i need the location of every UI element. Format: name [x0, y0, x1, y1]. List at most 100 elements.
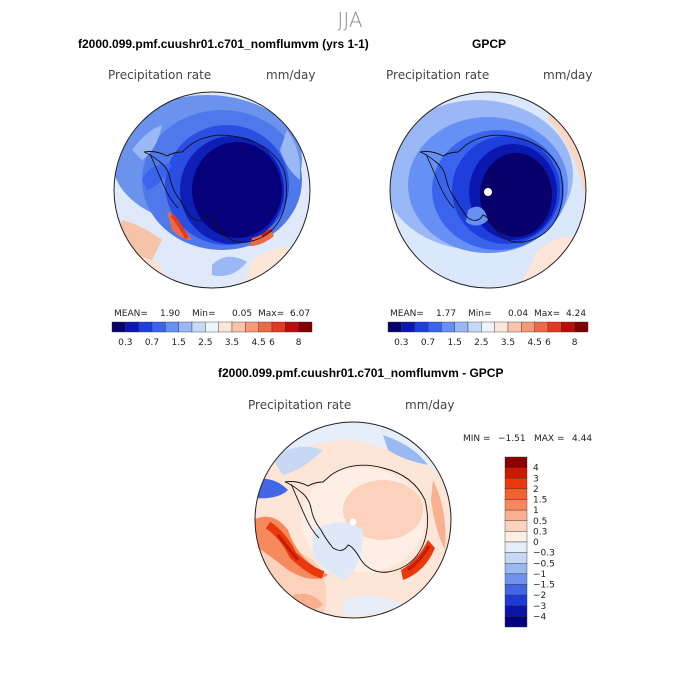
model-colorbar-tick-label: 0.7 — [145, 338, 159, 348]
model-colorbar-swatch — [245, 321, 259, 333]
obs-variable-label: Precipitation rate — [386, 68, 490, 82]
diff-colorbar-swatch — [504, 478, 528, 490]
obs-max-label: Max= — [534, 309, 561, 319]
diff-panel-title: f2000.099.pmf.cuushr01.c701_nomflumvm - … — [218, 366, 504, 380]
diff-max-label: MAX = — [534, 434, 565, 444]
obs-colorbar-tick-label: 0.3 — [394, 338, 408, 348]
obs-colorbar-tick-label: 1.5 — [448, 338, 462, 348]
diff-colorbar-tick-label: 4 — [533, 464, 539, 474]
diff-colorbar-tick-label: −1.5 — [533, 581, 555, 591]
diff-colorbar-tick-label: −2 — [533, 591, 546, 601]
obs-max-value: 4.24 — [566, 309, 587, 319]
model-colorbar-swatch — [191, 321, 206, 333]
model-colorbar: 0.3 0.7 1.5 2.5 3.5 4.5 6 8 — [111, 321, 313, 348]
model-colorbar-swatch — [111, 321, 126, 333]
diff-colorbar-tick-label: −0.5 — [533, 559, 555, 569]
obs-colorbar-tick-label: 2.5 — [474, 338, 488, 348]
model-mean-label: MEAN= — [114, 309, 148, 319]
obs-colorbar-swatch — [467, 321, 482, 333]
obs-colorbar-swatch — [547, 321, 562, 333]
obs-colorbar-swatch — [507, 321, 522, 333]
obs-panel-title: GPCP — [472, 37, 507, 51]
obs-colorbar-tick-label: 4.5 — [528, 338, 542, 348]
model-max-label: Max= — [258, 309, 285, 319]
obs-colorbar-swatch — [561, 321, 575, 333]
model-colorbar-tick-label: 8 — [296, 338, 302, 348]
obs-colorbar-swatch — [441, 321, 455, 333]
diff-min-label: MIN = — [463, 434, 491, 444]
obs-colorbar-swatch — [454, 321, 469, 333]
model-colorbar-swatch — [125, 321, 139, 333]
model-colorbar-swatch — [231, 321, 246, 333]
obs-colorbar-tick-label: 3.5 — [501, 338, 515, 348]
diff-max-value: 4.44 — [572, 434, 593, 444]
obs-colorbar-tick-label: 6 — [545, 338, 551, 348]
diff-colorbar-swatch — [504, 573, 528, 585]
model-panel-title: f2000.099.pmf.cuushr01.c701_nomflumvm (y… — [78, 37, 369, 51]
diff-colorbar-swatch — [504, 552, 528, 564]
obs-units-label: mm/day — [543, 68, 593, 82]
model-min-label: Min= — [192, 309, 216, 319]
obs-colorbar: 0.3 0.7 1.5 2.5 3.5 4.5 6 8 — [387, 321, 589, 348]
diff-colorbar-swatch — [504, 520, 528, 532]
model-colorbar-swatch — [178, 321, 193, 333]
diff-colorbar-swatch — [504, 541, 528, 553]
diff-units-label: mm/day — [405, 398, 455, 412]
obs-colorbar-swatch — [401, 321, 415, 333]
model-colorbar-tick-label: 0.3 — [118, 338, 132, 348]
figure-season-title: JJA — [337, 8, 363, 32]
model-colorbar-tick-label: 6 — [269, 338, 275, 348]
model-colorbar-swatch — [218, 321, 233, 333]
diff-colorbar-tick-label: −4 — [533, 612, 547, 622]
obs-colorbar-swatch — [387, 321, 402, 333]
obs-colorbar-tick-label: 8 — [572, 338, 578, 348]
model-colorbar-tick-label: 2.5 — [198, 338, 212, 348]
model-precip-map — [113, 91, 311, 289]
diff-precip-map — [254, 421, 452, 619]
diff-colorbar-tick-label: 1.5 — [533, 496, 547, 506]
diff-colorbar-tick-label: 0.5 — [533, 517, 547, 527]
diff-min-value: −1.51 — [498, 434, 526, 444]
model-min-value: 0.05 — [232, 309, 253, 319]
diff-colorbar-tick-label: 3 — [533, 474, 539, 484]
model-colorbar-tick-label: 4.5 — [252, 338, 266, 348]
obs-colorbar-swatch — [574, 321, 589, 333]
diff-colorbar-tick-label: 0 — [533, 538, 539, 548]
diff-colorbar-swatch — [504, 488, 528, 500]
model-colorbar-swatch — [271, 321, 286, 333]
diff-colorbar-swatch — [504, 456, 528, 468]
diff-colorbar-swatch — [504, 499, 528, 511]
obs-mean-value: 1.77 — [436, 309, 457, 319]
model-colorbar-tick-label: 3.5 — [225, 338, 239, 348]
obs-colorbar-swatch — [427, 321, 442, 333]
diff-colorbar-swatch — [504, 563, 528, 575]
obs-colorbar-tick-label: 0.7 — [421, 338, 435, 348]
obs-min-value: 0.04 — [508, 309, 529, 319]
diff-colorbar-tick-label: 2 — [533, 485, 539, 495]
model-colorbar-swatch — [138, 321, 153, 333]
obs-colorbar-swatch — [414, 321, 429, 333]
diff-colorbar-tick-label: −0.3 — [533, 549, 555, 559]
diff-variable-label: Precipitation rate — [248, 398, 352, 412]
diff-colorbar-tick-label: −1 — [533, 570, 546, 580]
diff-colorbar-tick-label: −3 — [533, 602, 546, 612]
diff-colorbar-swatch — [504, 467, 528, 479]
model-units-label: mm/day — [266, 68, 316, 82]
diff-colorbar-swatch — [504, 594, 528, 606]
diff-colorbar-swatch — [504, 531, 528, 543]
model-colorbar-swatch — [205, 321, 219, 333]
model-colorbar-swatch — [285, 321, 299, 333]
model-colorbar-tick-label: 1.5 — [172, 338, 186, 348]
obs-colorbar-swatch — [481, 321, 495, 333]
obs-colorbar-swatch — [521, 321, 535, 333]
diff-colorbar-tick-label: 1 — [533, 506, 539, 516]
obs-precip-map — [389, 91, 587, 289]
diff-colorbar-swatch — [504, 616, 528, 628]
obs-colorbar-swatch — [494, 321, 509, 333]
obs-min-label: Min= — [468, 309, 492, 319]
model-variable-label: Precipitation rate — [108, 68, 212, 82]
model-mean-value: 1.90 — [160, 309, 181, 319]
obs-mean-label: MEAN= — [390, 309, 424, 319]
diff-colorbar-swatch — [504, 605, 528, 617]
